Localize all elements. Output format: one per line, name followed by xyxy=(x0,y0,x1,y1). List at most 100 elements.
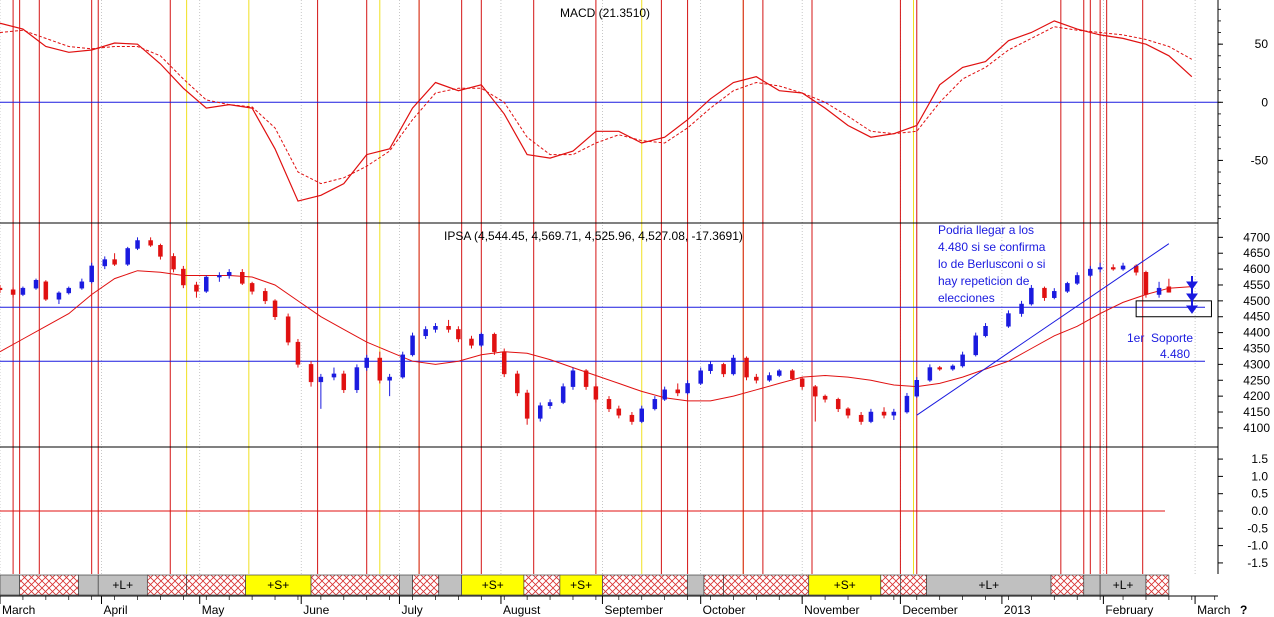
candle-body xyxy=(79,281,85,289)
band-cell xyxy=(880,574,901,596)
x-tick-label: July xyxy=(401,603,422,617)
candle xyxy=(364,354,369,371)
candle xyxy=(927,364,933,382)
event-band-segment: +L+ xyxy=(926,574,1052,596)
band-cell xyxy=(78,574,99,596)
candle-body xyxy=(479,333,484,346)
band-cell xyxy=(703,574,724,596)
price-tick-label: 4200 xyxy=(1243,389,1270,403)
price-tick-label: 4300 xyxy=(1243,357,1270,371)
lower-tick-label: 1.5 xyxy=(1251,452,1268,466)
candle-body xyxy=(835,399,841,410)
candle-body xyxy=(547,402,553,406)
trendline xyxy=(916,243,1170,416)
candle xyxy=(537,402,543,422)
candle-body xyxy=(217,275,222,278)
x-tick-label: June xyxy=(303,603,329,617)
candle xyxy=(43,280,49,301)
candle-body xyxy=(767,375,772,381)
candle xyxy=(135,237,140,251)
candle-body xyxy=(446,326,451,330)
candle-body xyxy=(112,259,117,265)
price-tick-label: 4650 xyxy=(1243,246,1270,260)
event-lines xyxy=(12,0,1144,574)
candle-body xyxy=(295,341,301,365)
candle xyxy=(112,253,117,266)
band-cell xyxy=(146,574,187,596)
macd-signal-line xyxy=(0,26,1193,185)
price-panel: IPSA (4,544.45, 4,569.71, 4,525.96, 4,52… xyxy=(0,223,1270,435)
band-label: +S+ xyxy=(570,578,592,592)
candle-body xyxy=(1019,303,1024,314)
macd-tick-label: 0 xyxy=(1261,95,1268,109)
candle xyxy=(89,262,94,284)
event-band-segment xyxy=(703,574,724,596)
candle-body xyxy=(226,272,232,276)
event-band-segment xyxy=(0,574,20,596)
candle-body xyxy=(868,411,874,422)
event-band-segment xyxy=(687,574,705,596)
candle-body xyxy=(1006,313,1011,327)
lower-tick-label: -1.0 xyxy=(1247,539,1268,553)
candle xyxy=(721,362,726,378)
arrow-down-icon xyxy=(1186,305,1198,314)
candle-body xyxy=(799,378,805,387)
candle-body xyxy=(158,245,163,257)
event-band-segment: +L+ xyxy=(97,574,148,596)
candle xyxy=(629,412,635,425)
candle-body xyxy=(754,376,759,381)
candle xyxy=(515,370,520,397)
candle-body xyxy=(262,291,268,302)
candle-body xyxy=(33,279,39,289)
candle xyxy=(1120,262,1126,271)
candle xyxy=(33,278,39,290)
candle xyxy=(387,373,392,397)
candle-body xyxy=(410,335,415,356)
candle-body xyxy=(708,364,713,371)
candle-body xyxy=(1156,287,1162,295)
candle xyxy=(204,275,209,293)
candle-body xyxy=(1110,267,1116,270)
candle-body xyxy=(10,289,16,295)
candle-body xyxy=(1065,283,1070,292)
candle xyxy=(1019,300,1024,317)
candle xyxy=(1166,278,1172,293)
candle xyxy=(685,380,690,395)
candle-body xyxy=(469,338,474,346)
event-band-segment xyxy=(900,574,927,596)
band-cell xyxy=(1145,574,1170,596)
event-band-segment xyxy=(438,574,463,596)
macd-y-axis: 50 0 -50 xyxy=(1218,8,1268,219)
candle xyxy=(1110,264,1116,271)
candle xyxy=(492,332,497,355)
candle-body xyxy=(66,287,72,294)
band-cell xyxy=(399,574,413,596)
lower-tick-label: -0.5 xyxy=(1247,521,1268,535)
candle-body xyxy=(960,354,965,367)
lower-tick-label: 1.0 xyxy=(1251,469,1268,483)
candle-body xyxy=(537,405,543,419)
band-label: +S+ xyxy=(482,578,504,592)
candle-body xyxy=(43,281,49,300)
price-tick-label: 4600 xyxy=(1243,262,1270,276)
event-band-segment xyxy=(1145,574,1170,596)
candle xyxy=(66,286,72,295)
band-cell xyxy=(186,574,246,596)
candle-body xyxy=(1088,268,1093,276)
candle xyxy=(456,326,461,343)
corner-mark: ? xyxy=(1240,603,1247,617)
candle xyxy=(675,383,681,397)
candle xyxy=(524,389,530,425)
candle-body xyxy=(927,367,933,381)
macd-line xyxy=(0,20,1193,202)
candle-body xyxy=(652,399,658,410)
event-band: +L+ +S+ +S+ +S+ +S+ +L+ +L+ xyxy=(0,574,1170,596)
candle-body xyxy=(249,283,255,292)
event-band-segment xyxy=(19,574,79,596)
annotation-line: lo de Berlusconi o si xyxy=(938,257,1045,271)
band-cell xyxy=(438,574,463,596)
candle xyxy=(845,407,851,419)
candle-body xyxy=(501,351,507,375)
candle xyxy=(295,338,301,368)
